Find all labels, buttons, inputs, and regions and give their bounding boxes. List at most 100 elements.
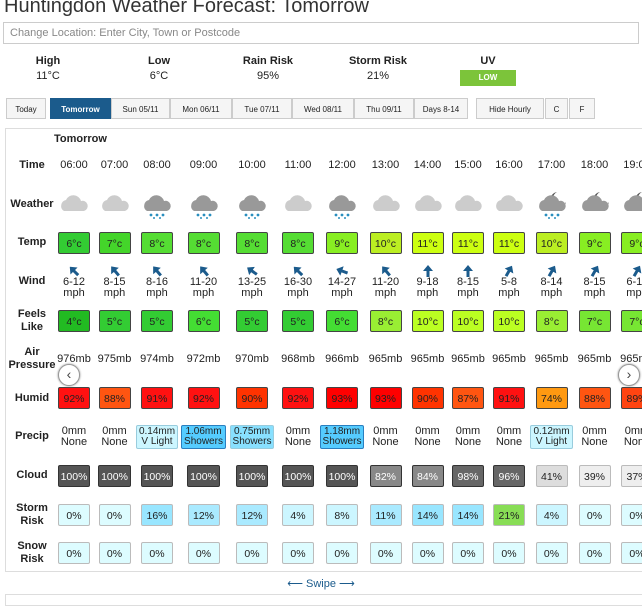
value: 08:00 — [143, 158, 171, 171]
tab[interactable]: F — [569, 98, 595, 119]
value: 91% — [141, 387, 173, 410]
cell: 11% — [364, 495, 407, 534]
cell: 96% — [488, 456, 530, 495]
value: 8% — [326, 503, 358, 526]
value: 965mb — [534, 352, 569, 365]
summary-value-wrap: LOW — [443, 70, 533, 86]
value: 90% — [411, 387, 444, 410]
value: 9°c — [621, 231, 642, 254]
precip-type: V Light — [535, 435, 568, 447]
tab[interactable]: Tue 07/11 — [232, 98, 292, 119]
value: 12% — [236, 503, 268, 526]
tab[interactable]: Sun 05/11 — [111, 98, 170, 119]
wind-arrow — [378, 263, 393, 279]
tab[interactable]: Thu 09/11 — [354, 98, 414, 119]
cell: 8-15 mph — [573, 262, 616, 301]
cell: 4% — [276, 495, 320, 534]
precip-type: V Light — [141, 435, 173, 447]
tab[interactable]: Hide Hourly — [476, 98, 544, 119]
wind-speed: 8-15 — [583, 275, 606, 288]
cell: 6-11mph — [616, 262, 642, 301]
cell: 88% — [94, 379, 135, 418]
cell: 972mb — [179, 340, 228, 379]
cell: 21% — [488, 495, 530, 534]
search-input[interactable]: Change Location: Enter City, Town or Pos… — [3, 22, 639, 44]
cell: 17:00 — [530, 146, 573, 185]
wind-arrow — [196, 263, 211, 279]
tab[interactable]: C — [545, 98, 568, 119]
cell: 0% — [407, 534, 448, 571]
value: 0% — [535, 542, 568, 565]
scroll-right[interactable]: › — [618, 364, 640, 386]
value: 0% — [369, 542, 402, 565]
wind-speed: 5-8 — [501, 275, 517, 288]
cell: 100% — [54, 456, 94, 495]
wind-speed: 6-11 — [626, 275, 642, 288]
value: 10:00 — [238, 158, 266, 171]
value: 15:00 — [454, 158, 482, 171]
tab[interactable]: Wed 08/11 — [292, 98, 354, 119]
tab[interactable]: Today — [6, 98, 46, 119]
value: 100% — [140, 464, 174, 487]
cell: 100% — [94, 456, 135, 495]
cell: 92% — [276, 379, 320, 418]
value: 11% — [369, 503, 402, 526]
row-label: Humid — [14, 391, 50, 404]
summary-item: Storm Risk 21% — [333, 55, 423, 82]
wind-unit: mph — [192, 286, 215, 299]
precip-box: 1.06mm Showers — [181, 424, 226, 449]
cell: 92% — [54, 379, 94, 418]
scroll-left[interactable]: ‹ — [58, 364, 80, 386]
cell: 84% — [407, 456, 448, 495]
precip-type: Showers — [184, 435, 223, 447]
tab[interactable]: Tomorrow — [50, 98, 111, 119]
precip-amount: 0mm — [496, 424, 522, 437]
cell: 0% — [488, 534, 530, 571]
value: 6°c — [326, 309, 358, 332]
cell: 90% — [407, 379, 448, 418]
cell: 14-27 mph — [320, 262, 364, 301]
value: 7°c — [578, 309, 611, 332]
summary-item: Low 6°C — [114, 55, 204, 82]
wind-speed: 9-18 — [416, 275, 439, 288]
cell: 16:00 — [488, 146, 530, 185]
value: 19:00 — [623, 158, 642, 171]
row-label: Wind — [18, 275, 46, 288]
row-label: Weather — [10, 197, 54, 210]
value: 11:00 — [284, 158, 312, 171]
cell: 98% — [448, 456, 488, 495]
cell: 8-15 mph — [94, 262, 135, 301]
wind-unit: mph — [146, 286, 168, 299]
value: 100% — [325, 464, 359, 487]
wind-unit: mph — [416, 286, 439, 299]
cell: 100% — [135, 456, 179, 495]
wind-arrow — [463, 264, 473, 277]
wind-unit: mph — [498, 286, 520, 299]
value: 12% — [187, 503, 220, 526]
cell: 11-20 mph — [364, 262, 407, 301]
wind-arrow — [335, 264, 350, 278]
tab[interactable]: Days 8-14 — [414, 98, 468, 119]
cell: 6-12 mph — [54, 262, 94, 301]
cell: 07:00 — [94, 146, 135, 185]
cell: 970mb — [228, 340, 276, 379]
cell: 93% — [364, 379, 407, 418]
value: 972mb — [186, 352, 221, 365]
wind-unit: mph — [103, 286, 126, 299]
value: 8°c — [535, 309, 568, 332]
value: 88% — [98, 387, 131, 410]
tab[interactable]: Mon 06/11 — [170, 98, 232, 119]
value: 10°c — [369, 231, 402, 254]
cell: 39% — [573, 456, 616, 495]
precip-box: 0.75mm Showers — [229, 424, 275, 449]
cell: 93% — [320, 379, 364, 418]
value: 968mb — [281, 352, 315, 365]
precip-type: None — [454, 435, 482, 448]
value: 0% — [621, 503, 642, 526]
cell: 10°c — [364, 224, 407, 263]
